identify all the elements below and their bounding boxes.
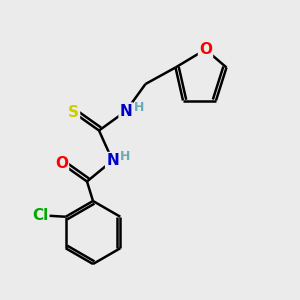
Text: N: N bbox=[106, 153, 119, 168]
Text: Cl: Cl bbox=[32, 208, 48, 223]
Text: O: O bbox=[55, 156, 68, 171]
Text: H: H bbox=[120, 150, 130, 164]
Text: N: N bbox=[120, 103, 132, 118]
Text: H: H bbox=[134, 101, 144, 114]
Text: S: S bbox=[68, 105, 79, 120]
Text: O: O bbox=[199, 42, 212, 57]
